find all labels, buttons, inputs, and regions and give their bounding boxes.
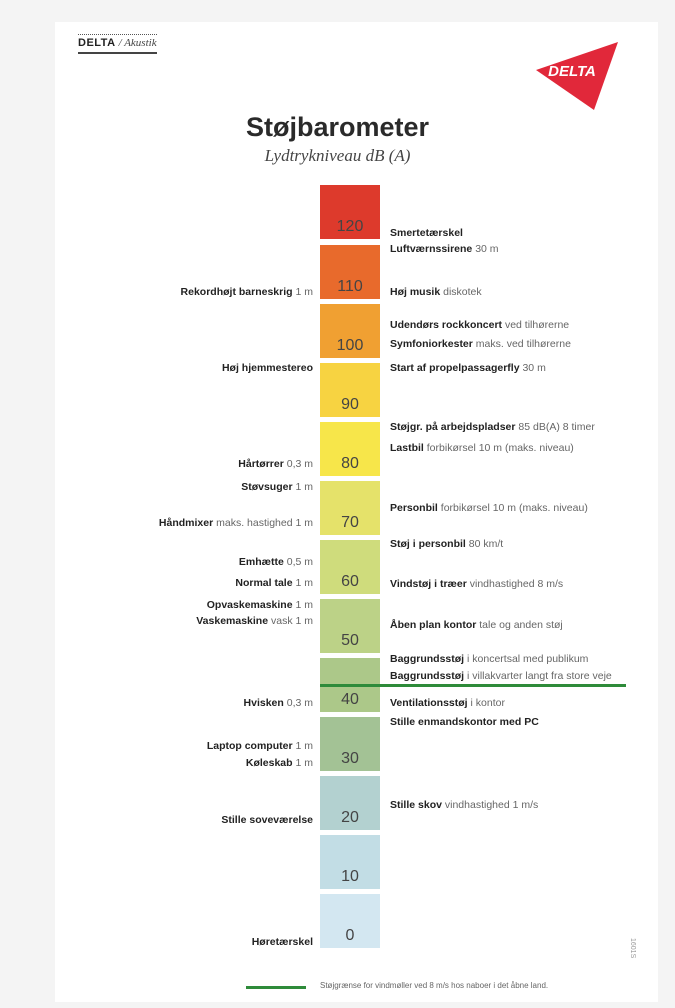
scale-segment-30: 30 [320, 717, 380, 771]
right-label: Baggrundsstøj i villakvarter langt fra s… [390, 670, 612, 682]
right-label: Åben plan kontor tale og anden støj [390, 619, 563, 631]
scale-segment-70: 70 [320, 481, 380, 535]
delta-logo: DELTA [536, 42, 618, 110]
left-label: Hvisken 0,3 m [243, 697, 313, 709]
right-label: Støjgr. på arbejdspladser 85 dB(A) 8 tim… [390, 421, 595, 433]
right-label: Start af propelpassagerfly 30 m [390, 362, 546, 374]
left-label: Håndmixer maks. hastighed 1 m [158, 517, 313, 529]
left-label: Stille soveværelse [221, 814, 313, 826]
left-label: Opvaskemaskine 1 m [206, 599, 313, 611]
right-label: Personbil forbikørsel 10 m (maks. niveau… [390, 502, 588, 514]
right-label: Symfoniorkester maks. ved tilhørerne [390, 338, 571, 350]
left-label: Køleskab 1 m [245, 757, 313, 769]
left-label: Laptop computer 1 m [206, 740, 313, 752]
right-label: Udendørs rockkoncert ved tilhørerne [390, 319, 570, 331]
right-label: Vindstøj i træer vindhastighed 8 m/s [390, 578, 564, 590]
legend-text: Støjgrænse for vindmøller ved 8 m/s hos … [320, 981, 549, 990]
page-title: Støjbarometer [245, 112, 430, 142]
scale-segment-10: 10 [320, 835, 380, 889]
left-label: Emhætte 0,5 m [238, 556, 313, 568]
scale-segment-60: 60 [320, 540, 380, 594]
scale-segment-100: 100 [320, 304, 380, 358]
right-label: Smertetærskel [390, 227, 463, 239]
left-label: Høretærskel [251, 936, 313, 948]
scale-segment-50: 50 [320, 599, 380, 653]
right-label: Støj i personbil 80 km/t [390, 538, 504, 550]
legend-line-swatch [246, 986, 306, 989]
left-label: Høj hjemmestereo [221, 362, 313, 374]
brand-name: DELTA [78, 37, 116, 49]
left-label: Vaskemaskine vask 1 m [196, 615, 313, 627]
wind-turbine-limit-line [320, 684, 626, 687]
page-subtitle: Lydtrykniveau dB (A) [264, 146, 411, 165]
right-label: Høj musik diskotek [390, 286, 482, 298]
delta-logo-text: DELTA [548, 63, 596, 80]
right-label: Stille skov vindhastighed 1 m/s [390, 799, 539, 811]
version-code: 1601S [629, 938, 636, 959]
left-label: Normal tale 1 m [235, 577, 313, 589]
right-label: Luftværnssirene 30 m [390, 243, 499, 255]
right-label: Lastbil forbikørsel 10 m (maks. niveau) [390, 442, 574, 454]
left-label: Hårtørrer 0,3 m [238, 458, 313, 470]
scale-segment-120: 120 [320, 185, 380, 239]
brand-header: DELTA / Akustik [78, 34, 157, 54]
scale-segment-20: 20 [320, 776, 380, 830]
scale-segment-110: 110 [320, 245, 380, 299]
scale-segment-80: 80 [320, 422, 380, 476]
scale-segment-90: 90 [320, 363, 380, 417]
left-label: Støvsuger 1 m [241, 481, 313, 493]
scale-segment-0: 0 [320, 894, 380, 948]
right-label: Stille enmandskontor med PC [390, 716, 539, 728]
brand-division: Akustik [124, 37, 157, 49]
right-label: Ventilationsstøj i kontor [390, 697, 505, 709]
right-label: Baggrundsstøj i koncertsal med publikum [390, 653, 589, 665]
left-label: Rekordhøjt barneskrig 1 m [180, 286, 313, 298]
